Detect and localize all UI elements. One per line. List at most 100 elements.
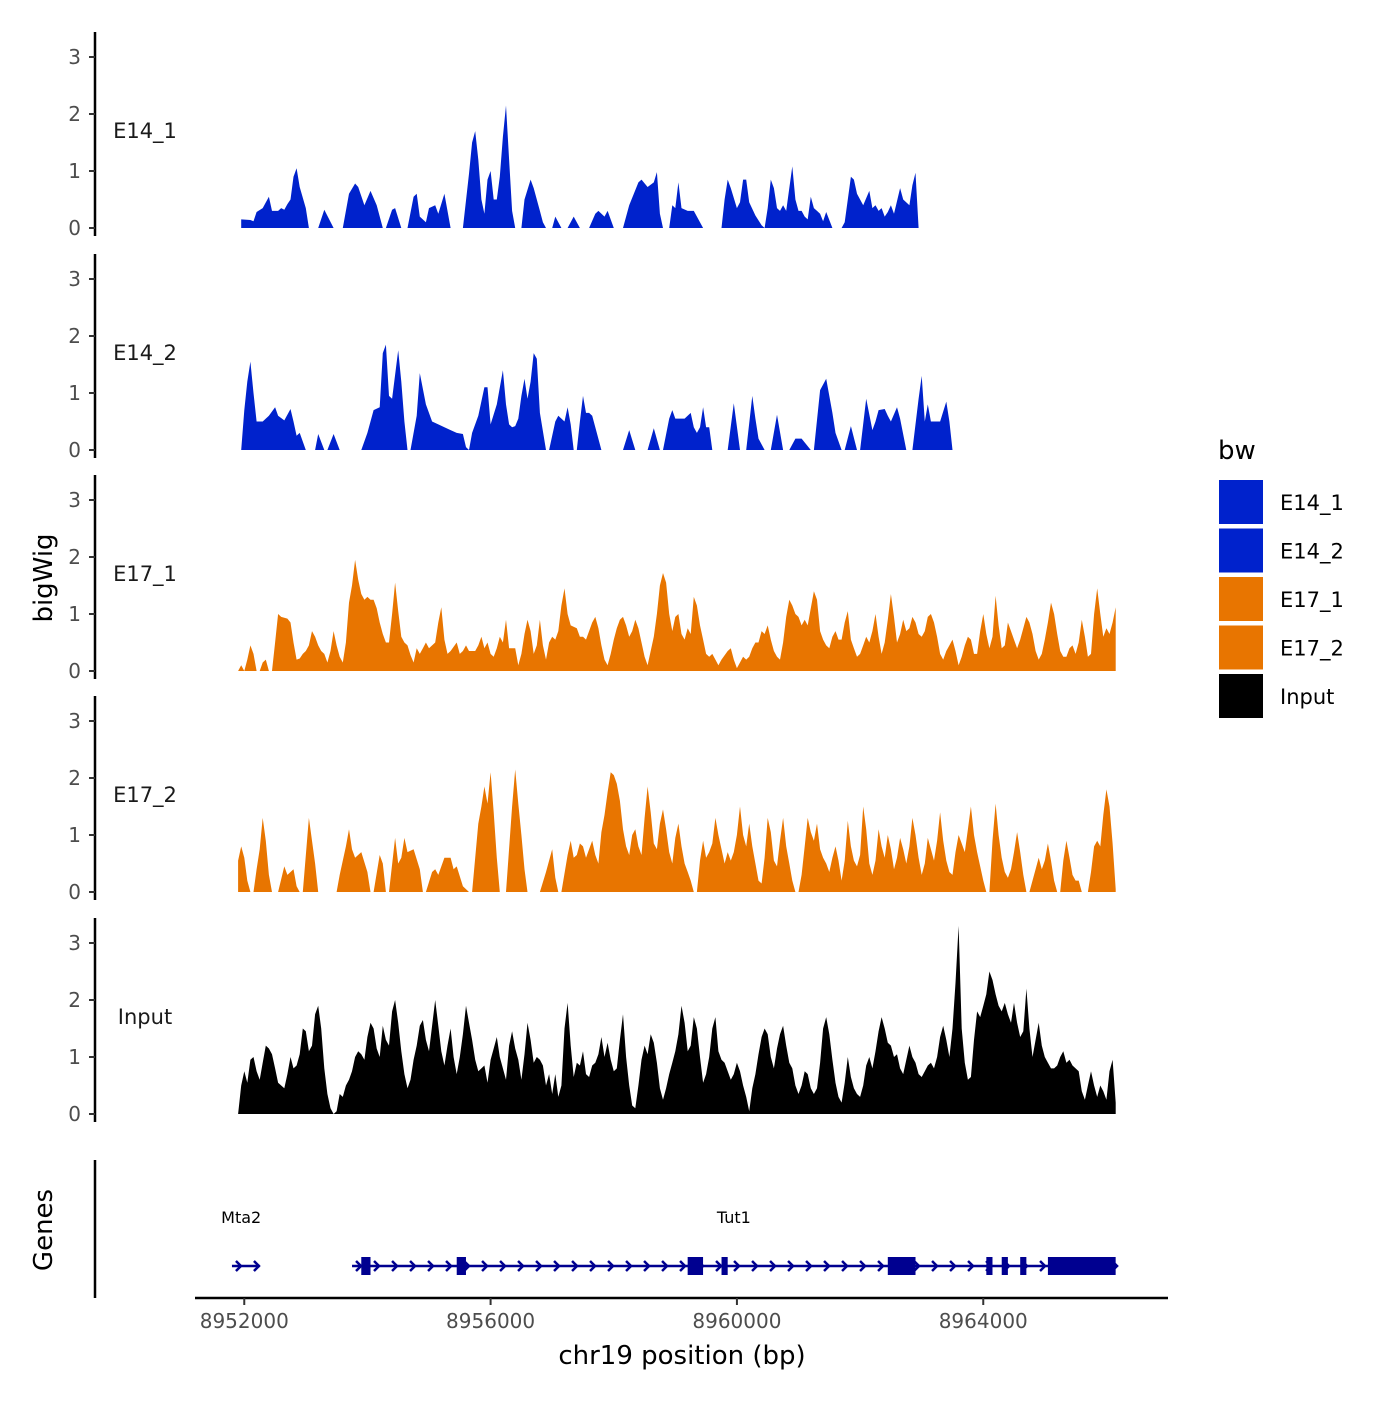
legend-label-e17-1: E17_1 [1280, 588, 1344, 613]
legend-swatch-e14-1 [1219, 480, 1263, 524]
track-label-e17-2: E17_2 [113, 783, 177, 808]
track-e14-1: 0 1 2 3 E14_1 [68, 32, 919, 240]
strand-arrow-tut1 [535, 1260, 543, 1272]
legend-title: bw [1218, 436, 1256, 466]
strand-arrow-tut1 [751, 1260, 759, 1272]
legend-swatch-e17-2 [1219, 625, 1263, 670]
legend-label-input: Input [1280, 685, 1334, 709]
strand-arrow-tut1 [607, 1260, 615, 1272]
y-tick-label-input-2: 2 [68, 988, 81, 1012]
strand-arrow-tut1 [409, 1260, 417, 1272]
strand-arrow-tut1 [805, 1260, 813, 1272]
track-e14-2: 0 1 2 3 E14_2 [68, 254, 953, 462]
y-tick-label-e17-2-1: 1 [68, 823, 81, 847]
y-tick-label-input-0: 0 [68, 1102, 81, 1126]
exon-tut1-1 [456, 1257, 466, 1275]
strand-arrow-tut1 [949, 1260, 957, 1272]
area-e14-2 [241, 344, 953, 450]
strand-arrow-tut1 [517, 1260, 525, 1272]
gene-label-mta2: Mta2 [221, 1208, 261, 1227]
strand-arrow-tut1 [571, 1260, 579, 1272]
strand-arrow-tut1 [643, 1260, 651, 1272]
area-e17-1 [238, 559, 1116, 671]
strand-arrow-tut1 [859, 1260, 867, 1272]
area-e17-2 [238, 769, 1116, 892]
legend-item-e17-2: E17_2 [1219, 625, 1344, 670]
legend-label-e14-2: E14_2 [1280, 540, 1344, 565]
strand-arrow-tut1 [823, 1260, 831, 1272]
legend-item-input: Input [1219, 674, 1334, 718]
signal-tracks: 0 1 2 3 E14_1 0 1 2 3 E14_2 0 1 2 3 E17_1 0 1 2 3 E17_2 0 1 2 3… [68, 32, 1116, 1126]
strand-arrow-tut1 [877, 1260, 885, 1272]
strand-arrow-mta2 [253, 1260, 261, 1272]
gene-mta2: Mta2 [221, 1208, 261, 1272]
strand-arrow-tut1 [661, 1260, 669, 1272]
x-tick-label-8964000: 8964000 [939, 1309, 1028, 1333]
y-tick-label-e14-2-2: 2 [68, 324, 81, 348]
exon-tut1-2 [687, 1257, 704, 1275]
legend: bw E14_1 E14_2 E17_1 E17_2 Input [1218, 436, 1344, 718]
legend-swatch-input [1219, 674, 1263, 718]
x-axis: 8952000 8956000 8960000 8964000 [195, 1296, 1168, 1333]
y-tick-label-e14-2-0: 0 [68, 438, 81, 462]
gene-label-tut1: Tut1 [716, 1208, 751, 1227]
y-tick-label-e17-1-1: 1 [68, 602, 81, 626]
exon-tut1-4 [887, 1257, 916, 1275]
genes-panel: Mta2 Tut1 [93, 1160, 1119, 1298]
strand-arrow-tut1 [589, 1260, 597, 1272]
x-axis-title: chr19 position (bp) [558, 1341, 805, 1371]
y-tick-label-e14-1-2: 2 [68, 102, 81, 126]
y-tick-label-e14-2-3: 3 [68, 267, 81, 291]
strand-arrow-mta2 [235, 1260, 243, 1272]
strand-arrow-tut1 [445, 1260, 453, 1272]
strand-arrow-tut1 [787, 1260, 795, 1272]
exon-tut1-7 [1020, 1257, 1027, 1275]
strand-arrow-tut1 [913, 1260, 921, 1272]
strand-arrow-tut1 [391, 1260, 399, 1272]
track-e17-1: 0 1 2 3 E17_1 [68, 475, 1116, 683]
track-label-input: Input [118, 1005, 172, 1029]
x-tick-label-8956000: 8956000 [446, 1309, 535, 1333]
y-axis-title: bigWig [29, 533, 59, 622]
legend-item-e17-1: E17_1 [1219, 577, 1344, 621]
strand-arrow-tut1 [355, 1260, 363, 1272]
legend-swatch-e17-1 [1219, 577, 1263, 621]
y-tick-label-e17-2-3: 3 [68, 709, 81, 733]
track-input: 0 1 2 3 Input [68, 918, 1116, 1126]
strand-arrow-tut1 [553, 1260, 561, 1272]
track-label-e14-2: E14_2 [113, 341, 177, 366]
strand-arrow-tut1 [481, 1260, 489, 1272]
y-tick-label-e17-2-2: 2 [68, 766, 81, 790]
y-tick-label-e14-2-1: 1 [68, 381, 81, 405]
track-e17-2: 0 1 2 3 E17_2 [68, 696, 1116, 904]
y-tick-label-input-1: 1 [68, 1045, 81, 1069]
track-label-e17-1: E17_1 [113, 562, 177, 587]
strand-arrow-tut1 [499, 1260, 507, 1272]
area-input [238, 925, 1116, 1114]
y-tick-label-e14-1-1: 1 [68, 159, 81, 183]
x-tick-label-8952000: 8952000 [200, 1309, 289, 1333]
y-tick-label-input-3: 3 [68, 931, 81, 955]
strand-arrow-tut1 [769, 1260, 777, 1272]
y-tick-label-e17-1-2: 2 [68, 545, 81, 569]
strand-arrow-tut1 [715, 1260, 723, 1272]
legend-label-e17-2: E17_2 [1280, 637, 1344, 662]
exon-tut1-8 [1047, 1257, 1116, 1275]
y-tick-label-e17-1-3: 3 [68, 488, 81, 512]
y-tick-label-e17-2-0: 0 [68, 880, 81, 904]
strand-arrow-tut1 [427, 1260, 435, 1272]
exon-tut1-0 [361, 1257, 371, 1275]
strand-arrow-tut1 [679, 1260, 687, 1272]
strand-arrow-tut1 [967, 1260, 975, 1272]
strand-arrow-tut1 [1039, 1260, 1047, 1272]
legend-label-e14-1: E14_1 [1280, 491, 1344, 516]
x-tick-label-8960000: 8960000 [692, 1309, 781, 1333]
legend-swatch-e14-2 [1219, 528, 1263, 573]
strand-arrow-tut1 [733, 1260, 741, 1272]
legend-item-e14-2: E14_2 [1219, 528, 1344, 573]
exon-tut1-6 [1001, 1257, 1008, 1275]
strand-arrow-tut1 [931, 1260, 939, 1272]
legend-item-e14-1: E14_1 [1219, 480, 1344, 524]
strand-arrow-tut1 [373, 1260, 381, 1272]
